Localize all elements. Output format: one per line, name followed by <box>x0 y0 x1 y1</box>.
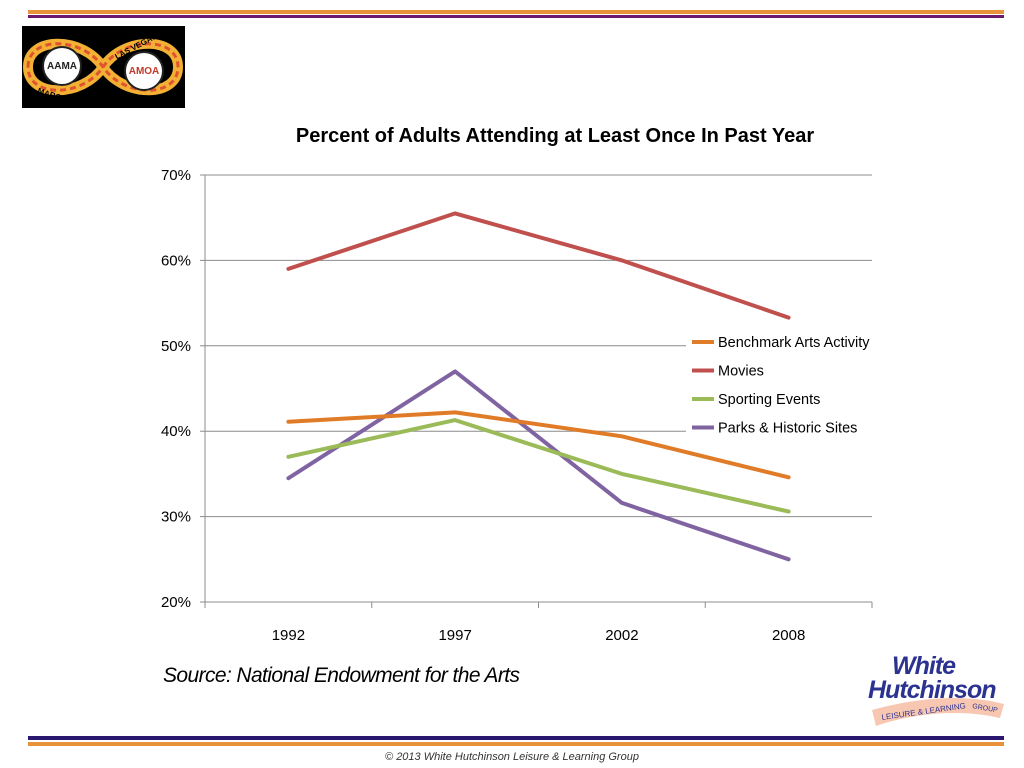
legend-label: Sporting Events <box>718 392 820 408</box>
legend-label: Parks & Historic Sites <box>718 421 857 437</box>
copyright-footer: © 2013 White Hutchinson Leisure & Learni… <box>385 751 639 763</box>
logo-white: White <box>892 652 956 680</box>
legend-background <box>686 328 886 446</box>
bottom-rule-orange <box>28 742 1004 746</box>
series-line-sporting-events <box>286 418 791 514</box>
bottom-rule-navy <box>28 736 1004 740</box>
y-tick-label: 20% <box>161 594 191 611</box>
logo-hutchinson: Hutchinson <box>868 676 996 704</box>
chart-title: Percent of Adults Attending at Least Onc… <box>296 125 814 147</box>
series-line-movies <box>286 211 791 320</box>
y-tick-label: 70% <box>161 167 191 184</box>
top-rule-purple <box>28 15 1004 18</box>
y-tick-label: 50% <box>161 338 191 355</box>
legend-label: Movies <box>718 364 764 380</box>
y-tick-label: 40% <box>161 423 191 440</box>
source-caption: Source: National Endowment for the Arts <box>163 664 520 687</box>
legend-label: Benchmark Arts Activity <box>718 335 870 351</box>
series-line-parks-historic-sites <box>286 369 791 562</box>
x-tick-label: 2008 <box>772 627 805 644</box>
logo-tagline-2: GROUP <box>972 703 999 714</box>
y-tick-label: 30% <box>161 509 191 526</box>
x-tick-label: 1992 <box>272 627 305 644</box>
x-tick-label: 2002 <box>605 627 638 644</box>
amoa-badge: AMOA <box>129 66 160 77</box>
series-line-benchmark-arts-activity <box>286 410 791 480</box>
event-logo: AAMA AMOA LAS VEGAS, NV MARCH 20-22 <box>22 24 185 111</box>
aama-badge: AAMA <box>47 61 77 72</box>
company-logo: LEISURE & LEARNING GROUP White Hutchinso… <box>858 652 1008 732</box>
x-tick-label: 1997 <box>438 627 471 644</box>
top-rule-orange <box>28 10 1004 14</box>
y-tick-label: 60% <box>161 252 191 269</box>
